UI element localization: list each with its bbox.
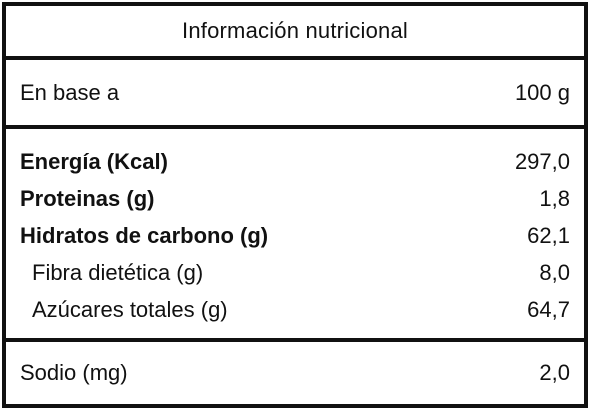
sodium-row: Sodio (mg) 2,0 xyxy=(6,342,584,404)
nutrient-value: 64,7 xyxy=(527,296,570,322)
nutrient-value: 8,0 xyxy=(539,259,570,285)
nutrient-row-carbohydrates: Hidratos de carbono (g) 62,1 xyxy=(20,217,570,254)
base-row: En base a 100 g xyxy=(6,60,584,129)
nutrient-value: 1,8 xyxy=(539,185,570,211)
nutrition-title: Información nutricional xyxy=(6,6,584,60)
nutrient-name: Hidratos de carbono (g) xyxy=(20,222,269,248)
nutrient-value: 297,0 xyxy=(514,148,570,174)
nutrient-name: Energía (Kcal) xyxy=(20,148,168,174)
nutrient-value: 62,1 xyxy=(527,222,570,248)
nutrient-name: Proteinas (g) xyxy=(20,185,155,211)
nutrients-section: Energía (Kcal) 297,0 Proteinas (g) 1,8 H… xyxy=(6,129,584,342)
nutrient-name: Azúcares totales (g) xyxy=(32,296,228,322)
sodium-value: 2,0 xyxy=(539,360,570,385)
sodium-label: Sodio (mg) xyxy=(20,360,128,385)
nutrient-row-sugars: Azúcares totales (g) 64,7 xyxy=(20,291,570,328)
nutrient-row-fiber: Fibra dietética (g) 8,0 xyxy=(20,254,570,291)
nutrient-name: Fibra dietética (g) xyxy=(32,259,204,285)
nutrient-row-energy: Energía (Kcal) 297,0 xyxy=(20,143,570,180)
base-label: En base a xyxy=(20,79,120,105)
base-value: 100 g xyxy=(514,79,570,105)
nutrient-row-protein: Proteinas (g) 1,8 xyxy=(20,180,570,217)
